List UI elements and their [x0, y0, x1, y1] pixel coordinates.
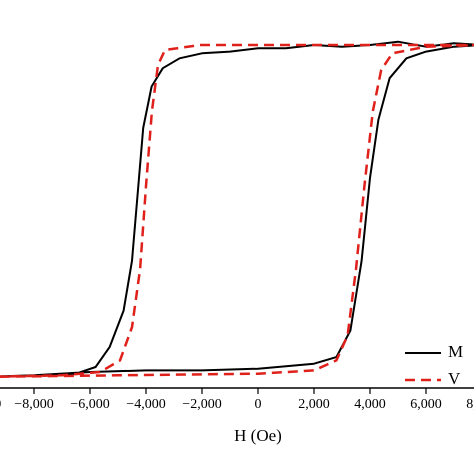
x-axis-title: H (Oe) — [234, 426, 282, 445]
x-tick-label: −10,000 — [0, 397, 1, 412]
legend-label: V — [448, 369, 461, 388]
x-tick-label: 2,000 — [298, 397, 330, 412]
x-tick-label: −2,000 — [182, 397, 221, 412]
series-line — [0, 40, 474, 378]
x-tick-label: 6,000 — [410, 397, 442, 412]
x-tick-label: −8,000 — [14, 397, 53, 412]
legend-label: M — [448, 342, 463, 361]
x-tick-label: 8,000 — [466, 397, 474, 412]
x-tick-label: 4,000 — [354, 397, 386, 412]
x-tick-label: 0 — [255, 397, 262, 412]
x-tick-label: −4,000 — [126, 397, 165, 412]
x-tick-label: −6,000 — [70, 397, 109, 412]
series-line — [0, 43, 474, 378]
